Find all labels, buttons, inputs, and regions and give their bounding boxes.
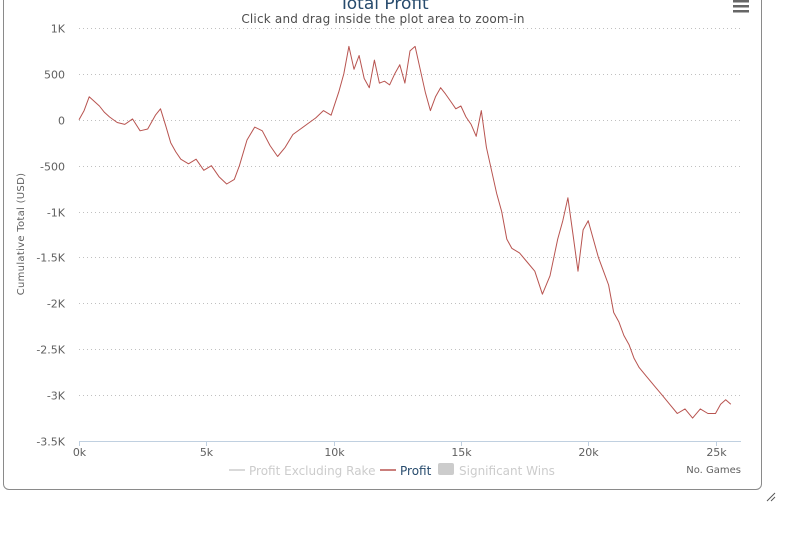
y-tick-label: 500 — [44, 69, 65, 82]
legend-item-significant-wins[interactable]: Significant Wins — [438, 463, 555, 478]
y-tick-label: -1K — [47, 207, 66, 220]
x-axis-ticks: 0k 5k 10k 15k 20k 25k — [73, 441, 727, 459]
legend-label-significant-wins: Significant Wins — [459, 464, 555, 478]
legend-label-profit-excluding-rake: Profit Excluding Rake — [249, 464, 375, 478]
y-tick-label: -2K — [47, 298, 66, 311]
y-tick-label: -1.5K — [36, 252, 65, 265]
x-tick-label: 25k — [706, 446, 727, 459]
resize-grip-icon[interactable] — [766, 492, 776, 502]
legend-item-profit-excluding-rake[interactable]: Profit Excluding Rake — [229, 464, 375, 478]
x-tick-label: 20k — [578, 446, 599, 459]
chart-subtitle: Click and drag inside the plot area to z… — [241, 12, 524, 26]
legend: Profit Excluding Rake Profit Significant… — [229, 463, 555, 478]
y-tick-label: -500 — [40, 161, 65, 174]
x-tick-label: 15k — [451, 446, 472, 459]
y-axis-ticks: 1K 500 0 -500 -1K -1.5K -2K -2.5K -3K -3.5K — [36, 23, 65, 449]
y-tick-label: -3K — [47, 390, 66, 403]
y-tick-label: 1K — [51, 23, 66, 36]
y-tick-label: -2.5K — [36, 344, 65, 357]
grid-lines — [79, 28, 741, 396]
x-tick-label: 10k — [324, 446, 345, 459]
y-axis-title: Cumulative Total (USD) — [16, 173, 27, 296]
chart-title: Total Profit — [338, 0, 429, 14]
legend-item-profit[interactable]: Profit — [380, 464, 432, 478]
legend-label-profit: Profit — [400, 464, 432, 478]
y-tick-label: 0 — [58, 115, 65, 128]
legend-swatch-box — [438, 463, 454, 475]
x-tick-label: 0k — [73, 446, 87, 459]
x-axis-title: No. Games — [686, 465, 741, 476]
series-line-profit[interactable] — [78, 45, 732, 419]
hamburger-menu-icon[interactable] — [733, 0, 749, 13]
y-tick-label: -3.5K — [36, 436, 65, 449]
x-tick-label: 5k — [200, 446, 214, 459]
